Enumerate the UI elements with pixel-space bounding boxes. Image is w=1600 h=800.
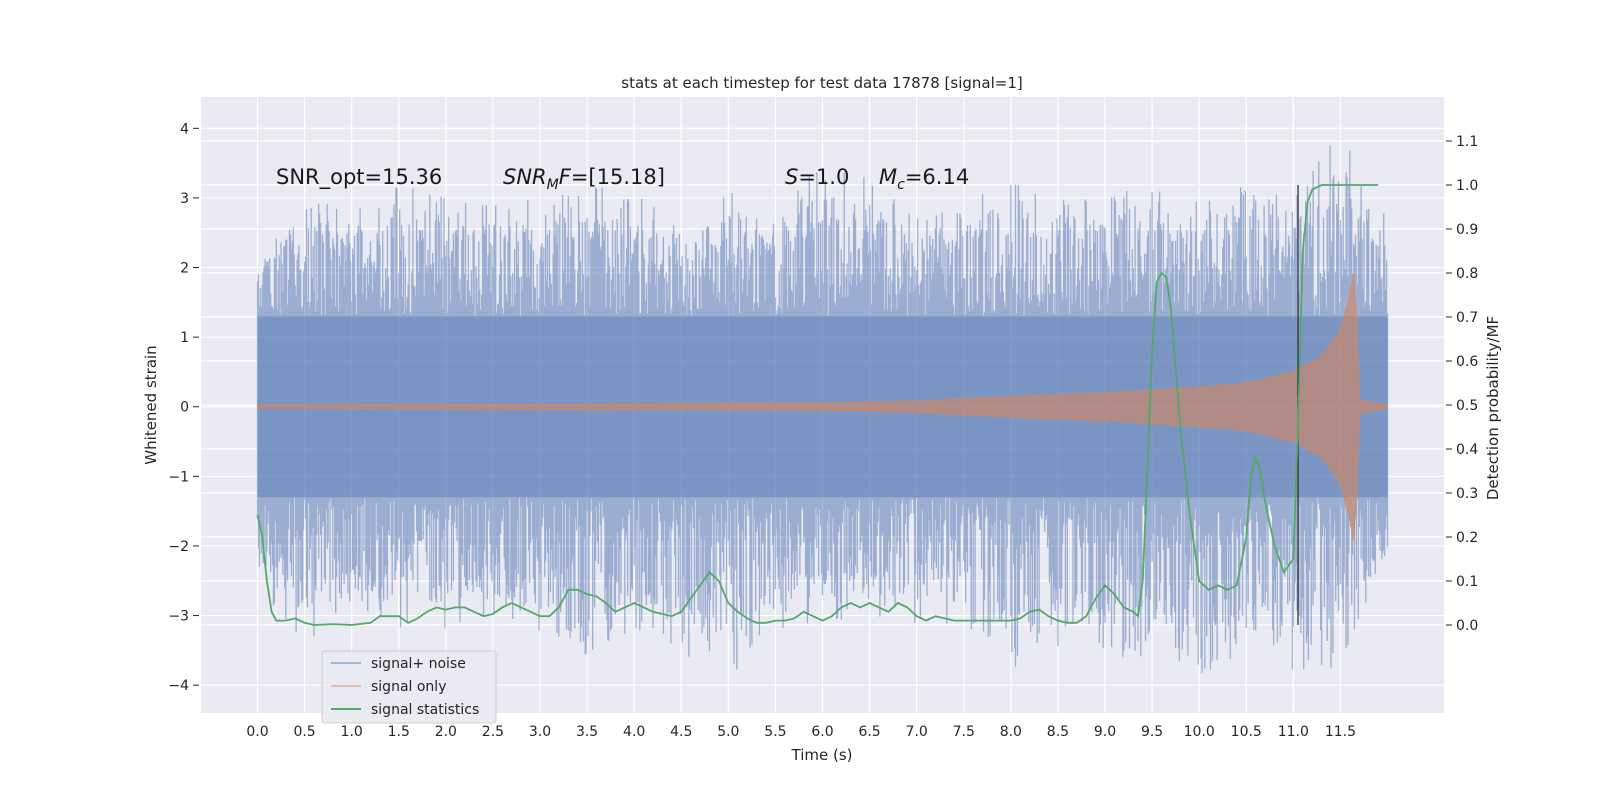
x-tick-label: 1.0 bbox=[341, 724, 363, 740]
legend-label-noise: signal+ noise bbox=[371, 656, 466, 672]
x-tick-label: 4.0 bbox=[623, 724, 645, 740]
x-tick-label: 7.0 bbox=[906, 724, 928, 740]
y-tick-label: 4 bbox=[180, 121, 189, 137]
x-tick-label: 2.5 bbox=[482, 724, 504, 740]
tick-labels-layer: 0.0 0.5 1.0 1.5 2.0 2.5 3.0 3.5 4.0 4.5 5.0 5.5 6.0 6… bbox=[168, 121, 1478, 740]
legend-box bbox=[321, 650, 497, 724]
y2-tick-label: 0.0 bbox=[1456, 618, 1478, 634]
x-tick-label: 7.5 bbox=[953, 724, 975, 740]
x-tick-label: 8.5 bbox=[1047, 724, 1069, 740]
x-tick-label: 6.0 bbox=[811, 724, 833, 740]
x-tick-label: 8.0 bbox=[1000, 724, 1022, 740]
y2-tick-label: 0.6 bbox=[1456, 354, 1478, 370]
y2-tick-label: 0.2 bbox=[1456, 530, 1478, 546]
y2-tick-label: 1.1 bbox=[1456, 134, 1478, 150]
x-tick-label: 2.0 bbox=[435, 724, 457, 740]
y-tick-label: −1 bbox=[168, 469, 189, 485]
x-tick-label: 0.0 bbox=[246, 724, 268, 740]
x-axis-label: Time (s) bbox=[791, 746, 853, 764]
y2-tick-label: 0.5 bbox=[1456, 398, 1478, 414]
annotation-mc: Mc=6.14 bbox=[879, 165, 969, 193]
signal-statistics-line bbox=[256, 184, 1379, 626]
x-tick-label: 3.5 bbox=[576, 724, 598, 740]
signal-statistics-series-layer bbox=[256, 184, 1379, 626]
x-tick-label: 9.0 bbox=[1094, 724, 1116, 740]
y2-tick-label: 0.7 bbox=[1456, 310, 1478, 326]
x-tick-label: 10.0 bbox=[1184, 724, 1215, 740]
y-tick-label: 3 bbox=[180, 191, 189, 207]
y-tick-label: 0 bbox=[180, 400, 189, 416]
y2-tick-label: 1.0 bbox=[1456, 178, 1478, 194]
y2-tick-label: 0.3 bbox=[1456, 486, 1478, 502]
x-tick-label: 10.5 bbox=[1231, 724, 1262, 740]
y-tick-label: −3 bbox=[168, 609, 189, 625]
y2-axis-label: Detection probability/MF bbox=[1484, 316, 1502, 500]
x-tick-label: 4.5 bbox=[670, 724, 692, 740]
x-tick-label: 6.5 bbox=[858, 724, 880, 740]
x-tick-label: 3.0 bbox=[529, 724, 551, 740]
y2-tick-label: 0.9 bbox=[1456, 222, 1478, 238]
legend-label-signal: signal only bbox=[371, 679, 446, 695]
legend: signal+ noise signal only signal statist… bbox=[321, 650, 497, 724]
y2-tick-label: 0.1 bbox=[1456, 574, 1478, 590]
y-tick-label: −4 bbox=[168, 678, 189, 694]
y2-tick-label: 0.8 bbox=[1456, 266, 1478, 282]
chart-title: stats at each timestep for test data 178… bbox=[621, 74, 1022, 92]
y-tick-label: 2 bbox=[180, 261, 189, 277]
annotation-s: S=1.0 bbox=[785, 165, 849, 189]
y2-tick-label: 0.4 bbox=[1456, 442, 1478, 458]
y-axis-label: Whitened strain bbox=[142, 345, 160, 464]
x-tick-label: 11.5 bbox=[1325, 724, 1356, 740]
x-tick-label: 9.5 bbox=[1141, 724, 1163, 740]
annotation-snr-mf: SNRMF=[15.18] bbox=[503, 165, 665, 193]
x-tick-label: 11.0 bbox=[1278, 724, 1309, 740]
y-tick-label: 1 bbox=[180, 330, 189, 346]
x-tick-label: 1.5 bbox=[388, 724, 410, 740]
x-tick-label: 5.5 bbox=[764, 724, 786, 740]
x-tick-label: 5.0 bbox=[717, 724, 739, 740]
annotation-snr-opt: SNR_opt=15.36 bbox=[276, 165, 442, 190]
y-tick-label: −2 bbox=[168, 539, 189, 555]
signal-only-trace bbox=[257, 273, 1388, 541]
x-tick-label: 0.5 bbox=[293, 724, 315, 740]
legend-label-stats: signal statistics bbox=[371, 702, 479, 718]
